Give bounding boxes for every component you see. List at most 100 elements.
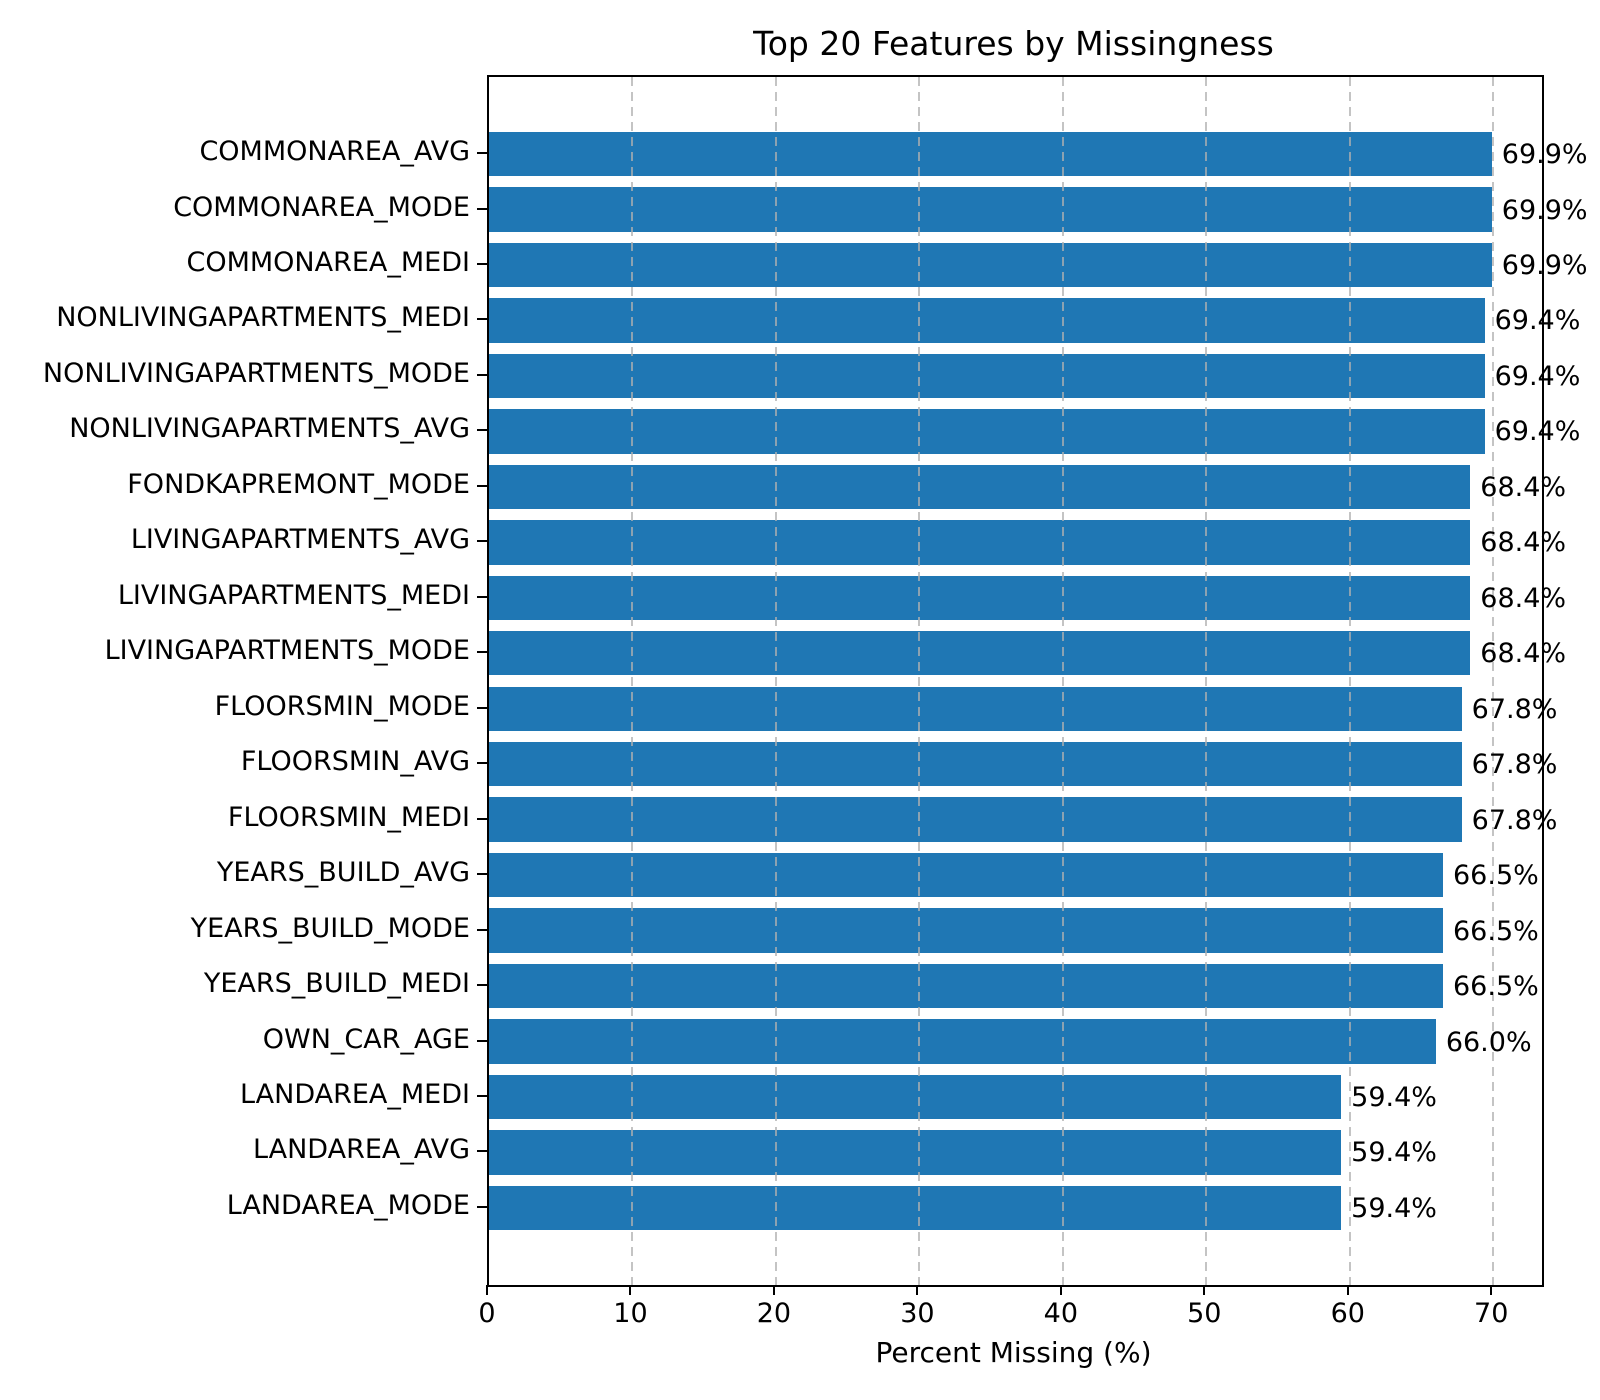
- y-axis-label: NONLIVINGAPARTMENTS_MODE: [42, 357, 470, 389]
- bar-value-label: 59.4%: [1351, 1192, 1437, 1224]
- x-axis-tick: [916, 1285, 919, 1295]
- x-axis-tick: [486, 1285, 488, 1295]
- gridline: [774, 77, 777, 1285]
- y-axis-label: YEARS_BUILD_MEDI: [203, 968, 470, 1000]
- bar: [489, 1019, 1436, 1064]
- bar: [489, 686, 1462, 731]
- bar: [489, 131, 1492, 177]
- bar-value-label: 59.4%: [1351, 1137, 1437, 1169]
- x-axis-tick: [1059, 1285, 1062, 1295]
- bar-value-label: 66.5%: [1453, 915, 1539, 947]
- x-axis-tick-label: 20: [756, 1298, 792, 1329]
- y-axis-tick: [477, 651, 487, 654]
- x-axis-tick-label: 60: [1330, 1298, 1365, 1329]
- y-axis-label: YEARS_BUILD_AVG: [216, 857, 470, 889]
- bar: [489, 1130, 1342, 1175]
- bar: [489, 742, 1462, 787]
- y-axis-tick: [477, 873, 487, 876]
- y-axis-label: COMMONAREA_MODE: [173, 191, 470, 223]
- bar-value-label: 67.8%: [1471, 693, 1558, 725]
- bar-value-label: 69.4%: [1494, 305, 1581, 337]
- bar-value-label: 69.4%: [1494, 416, 1581, 448]
- bar: [489, 1185, 1342, 1231]
- y-axis-tick: [477, 429, 487, 432]
- bar-value-label: 67.8%: [1471, 749, 1558, 781]
- x-axis-tick: [1490, 1285, 1493, 1295]
- grid-layer: [489, 77, 1542, 1285]
- y-axis-label: NONLIVINGAPARTMENTS_AVG: [69, 413, 470, 445]
- bar-value-label: 68.4%: [1480, 582, 1567, 614]
- bar-value-label: 68.4%: [1480, 471, 1567, 503]
- y-axis-tick: [477, 1039, 487, 1042]
- bar: [489, 797, 1462, 842]
- y-axis-tick: [477, 373, 487, 376]
- bars-layer: [489, 77, 1542, 1285]
- y-axis-tick: [477, 762, 487, 765]
- x-axis-tick-label: 40: [1043, 1298, 1078, 1329]
- y-axis-tick: [477, 207, 487, 210]
- bar-value-label: 67.8%: [1471, 804, 1558, 836]
- bar: [489, 242, 1492, 288]
- bar-value-label: 69.4%: [1494, 360, 1581, 392]
- bar-value-label: 68.4%: [1480, 638, 1567, 670]
- y-axis-tick: [477, 1094, 487, 1097]
- y-axis-label: COMMONAREA_AVG: [199, 136, 470, 168]
- y-axis-label: FLOORSMIN_AVG: [240, 746, 470, 778]
- gridline: [631, 77, 634, 1285]
- y-axis-tick: [477, 318, 487, 321]
- y-axis-label: LIVINGAPARTMENTS_MODE: [104, 635, 470, 667]
- bar: [489, 631, 1471, 676]
- x-axis-tick: [629, 1285, 632, 1295]
- y-axis-tick: [477, 540, 487, 543]
- y-axis-label: LIVINGAPARTMENTS_MEDI: [117, 579, 470, 611]
- bar: [489, 298, 1485, 343]
- x-axis-tick: [772, 1285, 775, 1295]
- bar-value-label: 68.4%: [1480, 527, 1567, 559]
- x-axis-tick: [1346, 1285, 1349, 1295]
- y-axis-label: NONLIVINGAPARTMENTS_MEDI: [56, 302, 470, 334]
- gridline: [918, 77, 921, 1285]
- bar-value-label: 66.5%: [1453, 971, 1539, 1003]
- y-axis-tick: [477, 1205, 487, 1208]
- bar: [489, 409, 1485, 454]
- bar: [489, 187, 1492, 232]
- x-axis-tick-label: 0: [478, 1298, 496, 1329]
- x-axis-title: Percent Missing (%): [875, 1336, 1152, 1369]
- bar: [489, 353, 1485, 399]
- x-axis-tick-label: 70: [1474, 1298, 1509, 1329]
- bar-value-label: 66.5%: [1453, 860, 1539, 892]
- x-axis-tick: [1203, 1285, 1206, 1295]
- plot-area: 69.9% 69.9% 69.9% 69.4% 69.4% 69.4% 68.4% 68.4%…: [487, 75, 1588, 1287]
- bar: [489, 464, 1471, 510]
- gridline: [1061, 77, 1064, 1285]
- bar: [489, 908, 1443, 953]
- y-axis-label: LANDAREA_MEDI: [239, 1078, 470, 1110]
- y-axis-label: FLOORSMIN_MODE: [214, 690, 470, 722]
- bar-value-label: 66.0%: [1445, 1026, 1532, 1058]
- y-axis-tick: [477, 152, 487, 155]
- y-axis-tick: [477, 817, 487, 820]
- y-axis-tick: [477, 706, 487, 709]
- y-axis-tick: [477, 984, 487, 987]
- y-axis-tick: [477, 928, 487, 931]
- gridline: [1348, 77, 1351, 1285]
- y-axis-label: LIVINGAPARTMENTS_AVG: [130, 524, 470, 556]
- gridline: [1205, 77, 1208, 1285]
- y-axis-tick: [477, 595, 487, 598]
- y-axis-label: LANDAREA_MODE: [226, 1189, 470, 1221]
- y-axis-label: FONDKAPREMONT_MODE: [127, 468, 470, 500]
- bar: [489, 575, 1471, 620]
- chart-title: Top 20 Features by Missingness: [753, 24, 1274, 63]
- y-axis-label: COMMONAREA_MEDI: [186, 247, 470, 279]
- y-axis-label: FLOORSMIN_MEDI: [227, 801, 470, 833]
- bar: [489, 1074, 1342, 1120]
- y-axis-label: OWN_CAR_AGE: [262, 1023, 470, 1055]
- value-labels-layer: 69.9% 69.9% 69.9% 69.4% 69.4% 69.4% 68.4% 68.4%…: [489, 77, 1587, 1285]
- bar-value-label: 59.4%: [1351, 1081, 1437, 1113]
- x-axis-tick-label: 30: [900, 1298, 935, 1329]
- y-axis-tick: [477, 263, 487, 266]
- bar-value-label: 69.9%: [1501, 250, 1588, 282]
- gridline: [1492, 77, 1495, 1285]
- y-axis-label: LANDAREA_AVG: [252, 1134, 470, 1166]
